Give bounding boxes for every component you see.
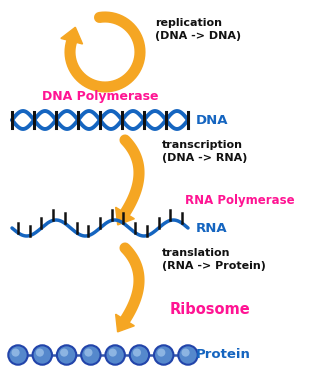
Circle shape (182, 349, 190, 357)
Circle shape (84, 349, 93, 357)
Circle shape (36, 349, 44, 357)
Circle shape (57, 345, 76, 365)
Polygon shape (61, 27, 83, 44)
Circle shape (81, 345, 100, 365)
Circle shape (60, 349, 68, 357)
Text: RNA: RNA (196, 221, 228, 235)
Polygon shape (116, 314, 134, 332)
Text: DNA Polymerase: DNA Polymerase (42, 89, 158, 102)
Circle shape (11, 349, 20, 357)
Text: Ribosome: Ribosome (169, 303, 250, 317)
Circle shape (133, 349, 141, 357)
Polygon shape (116, 207, 135, 225)
Circle shape (130, 345, 149, 365)
Circle shape (32, 345, 52, 365)
Circle shape (178, 345, 198, 365)
Circle shape (157, 349, 165, 357)
Text: transcription
(DNA -> RNA): transcription (DNA -> RNA) (162, 140, 247, 163)
Text: RNA Polymerase: RNA Polymerase (185, 193, 295, 207)
Text: replication
(DNA -> DNA): replication (DNA -> DNA) (155, 18, 241, 41)
Text: Protein: Protein (196, 349, 251, 361)
Circle shape (109, 349, 117, 357)
Text: DNA: DNA (196, 114, 229, 126)
Circle shape (8, 345, 28, 365)
Circle shape (154, 345, 173, 365)
Circle shape (106, 345, 125, 365)
Text: translation
(RNA -> Protein): translation (RNA -> Protein) (162, 248, 266, 271)
